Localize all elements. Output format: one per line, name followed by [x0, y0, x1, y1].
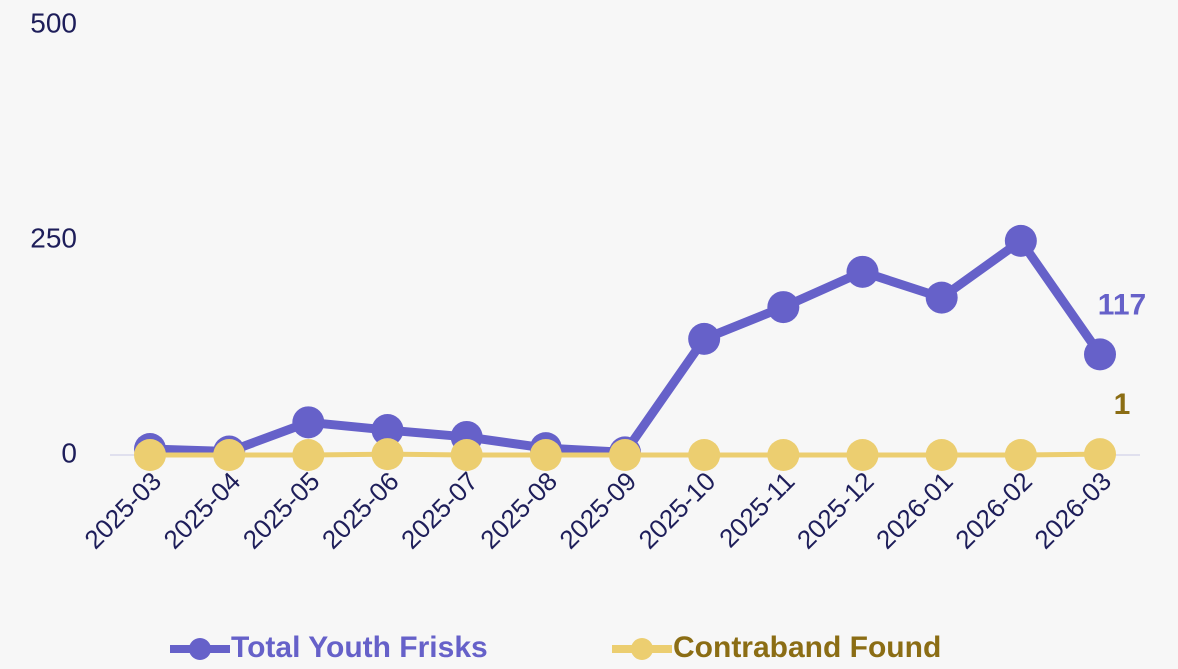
data-point: [767, 291, 800, 324]
x-tick-label: 2025-06: [316, 466, 405, 555]
x-tick-label: 2026-01: [870, 466, 959, 555]
legend-label: Contraband Found: [673, 631, 941, 664]
data-point: [925, 439, 958, 471]
x-tick-label: 2025-03: [78, 466, 167, 555]
data-point: [1084, 338, 1116, 371]
data-point: [292, 439, 325, 471]
data-point: [1004, 439, 1037, 471]
data-point: [688, 322, 721, 355]
data-point: [134, 439, 166, 471]
legend-label: Total Youth Frisks: [231, 631, 488, 664]
data-point: [371, 438, 404, 471]
data-point: [450, 439, 483, 471]
data-point: [371, 414, 404, 447]
data-point: [609, 439, 641, 471]
x-tick-label: 2025-08: [474, 466, 563, 555]
data-point: [213, 439, 246, 471]
x-tick-label: 2025-05: [237, 466, 326, 555]
x-tick-label: 2025-12: [791, 466, 880, 555]
x-tick-label: 2025-07: [395, 466, 484, 555]
x-tick-label: 2025-04: [158, 466, 247, 555]
legend-marker: [631, 638, 653, 660]
data-point: [846, 439, 879, 471]
x-tick-label: 2026-02: [949, 466, 1038, 555]
y-tick-label: 0: [61, 437, 77, 468]
y-tick-label: 500: [30, 7, 77, 38]
x-tick-label: 2025-10: [633, 466, 722, 555]
data-point: [767, 439, 800, 471]
x-tick-label: 2026-03: [1028, 466, 1117, 555]
x-tick-label: 2025-11: [713, 466, 800, 553]
data-point: [1004, 224, 1037, 257]
data-point: [292, 406, 325, 439]
data-point: [688, 439, 721, 471]
data-label: 117: [1098, 288, 1146, 321]
data-point: [1084, 438, 1116, 471]
y-tick-label: 250: [30, 222, 77, 253]
x-tick-label: 2025-09: [553, 466, 642, 555]
data-label: 1: [1114, 388, 1131, 421]
data-point: [925, 281, 958, 314]
legend-marker: [189, 638, 211, 660]
data-point: [846, 255, 879, 288]
data-point: [529, 439, 562, 471]
